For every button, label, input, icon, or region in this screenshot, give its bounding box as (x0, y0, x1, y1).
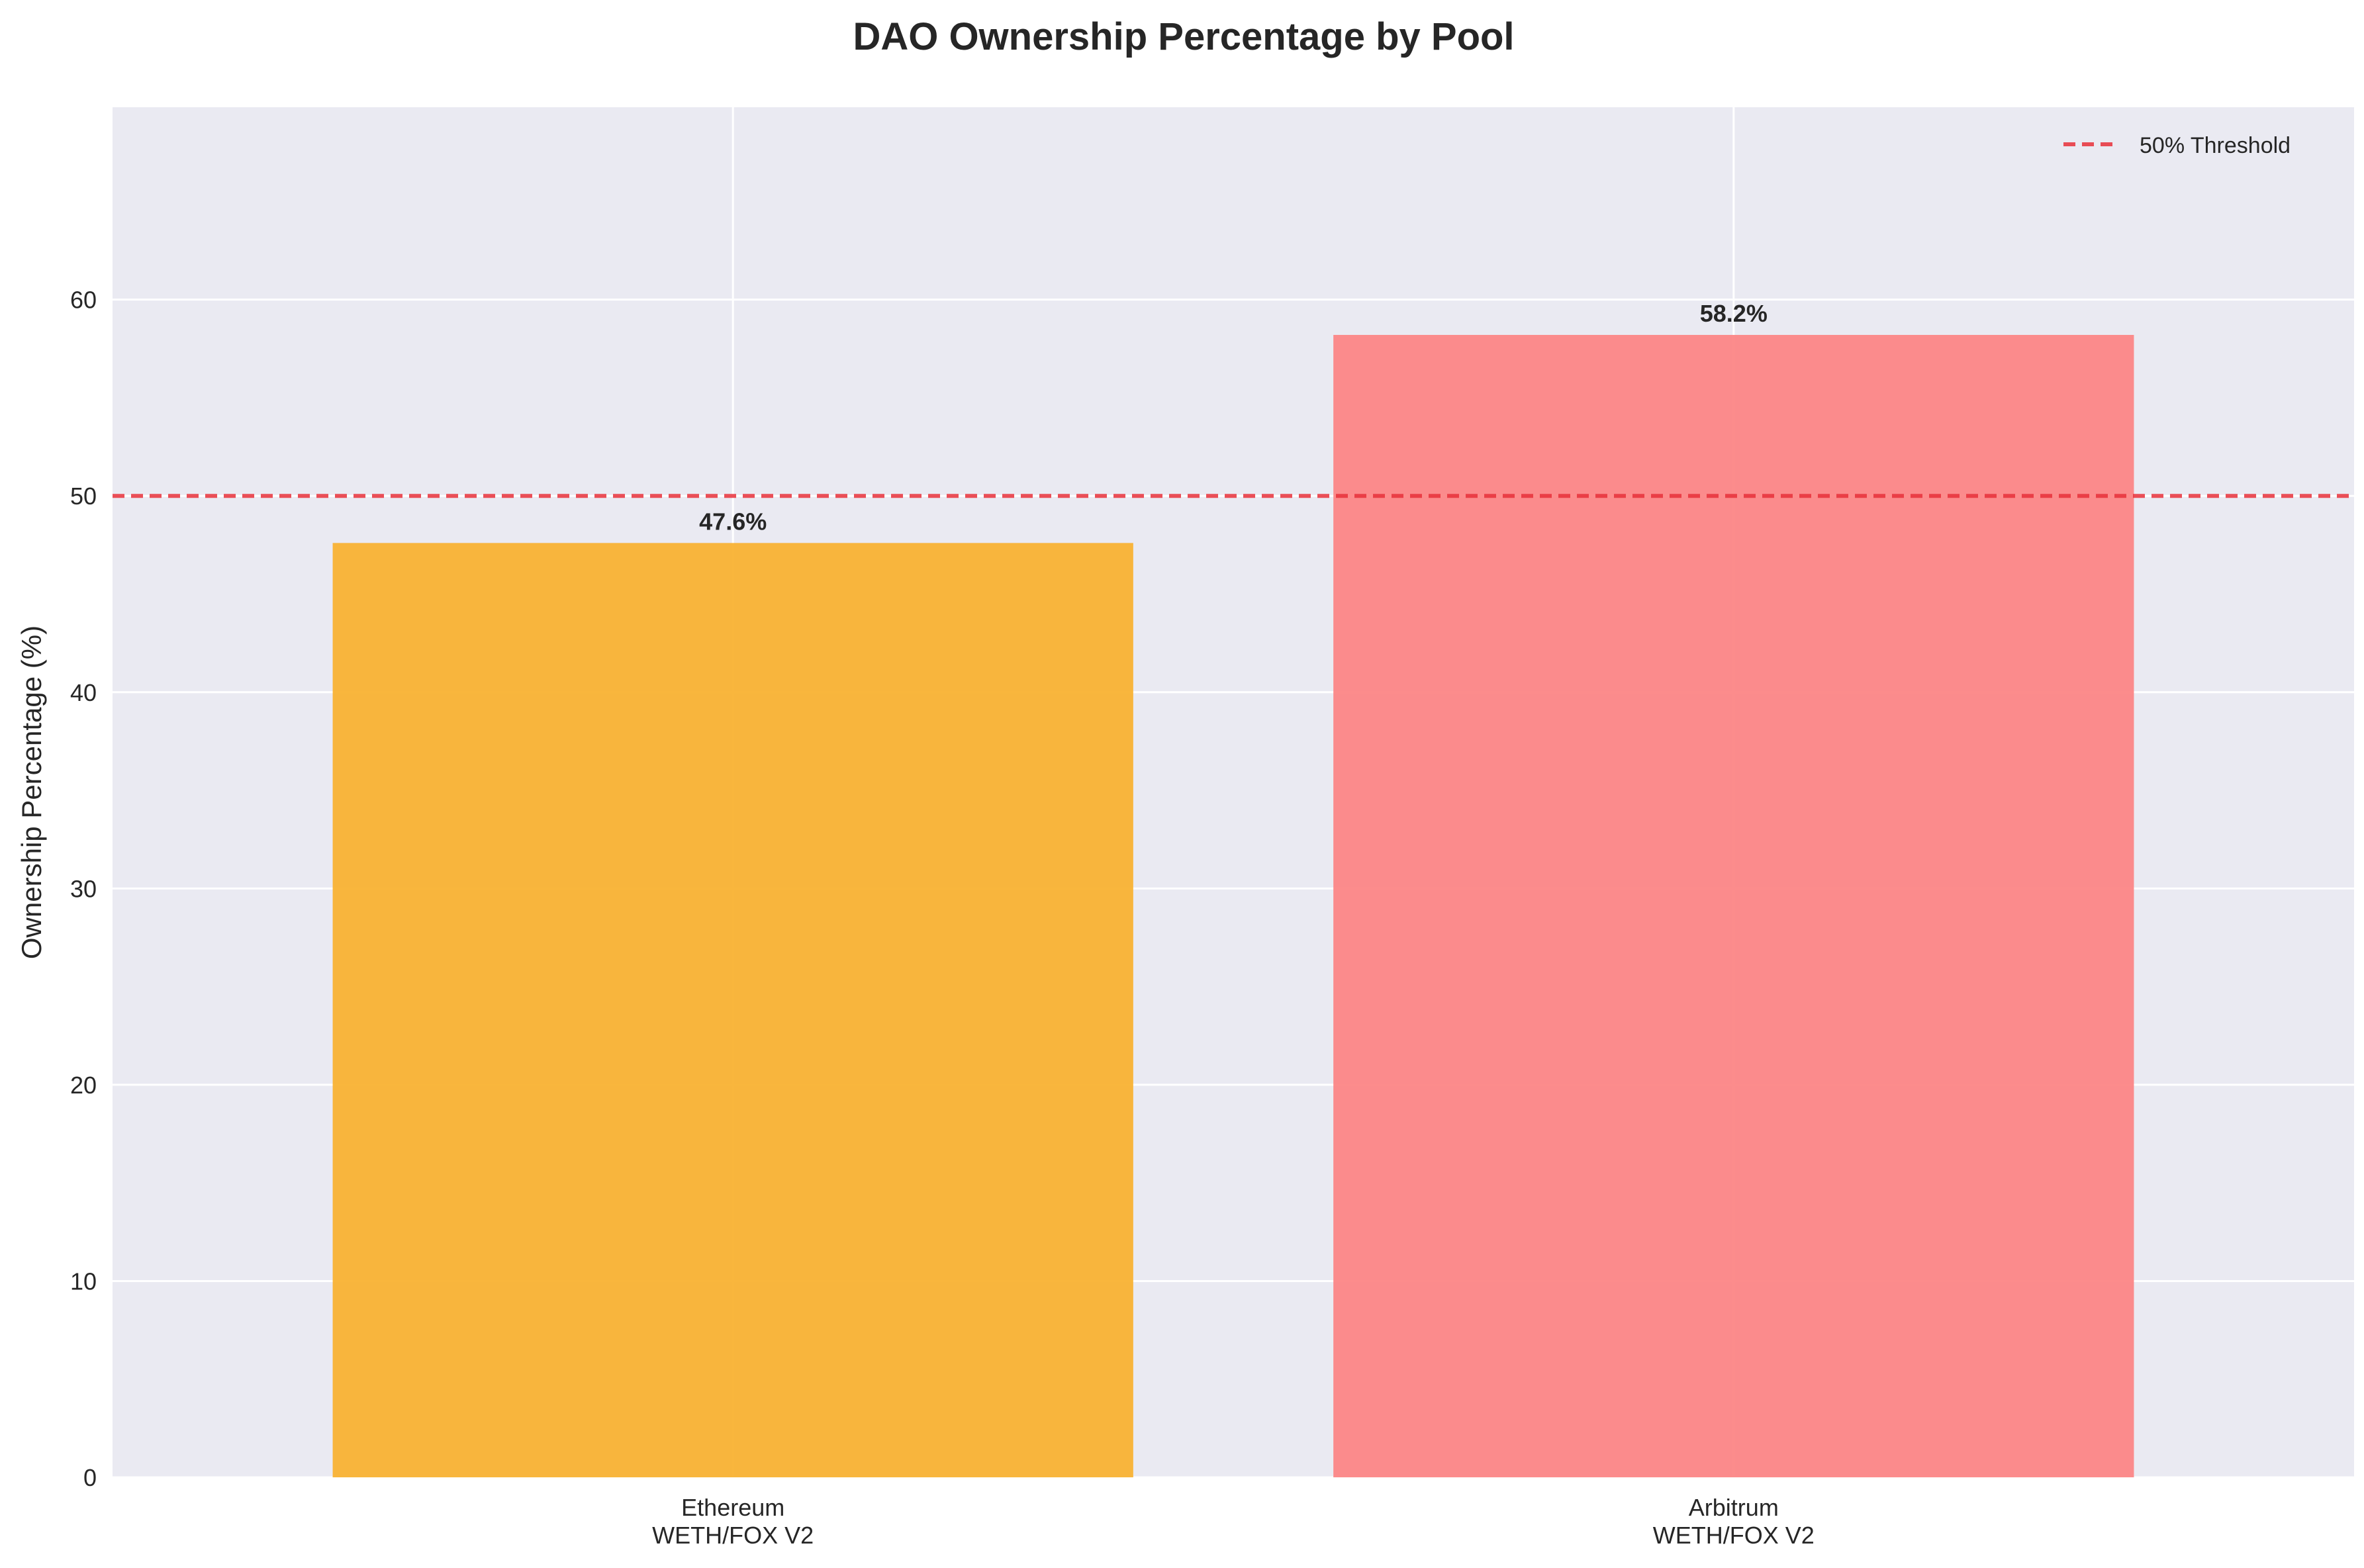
y-tick-label: 0 (83, 1464, 97, 1491)
y-tick-label: 10 (70, 1268, 97, 1295)
y-tick-label: 50 (70, 483, 97, 510)
y-ticks: 0 10 20 30 40 50 60 (70, 287, 97, 1491)
y-tick-label: 20 (70, 1072, 97, 1099)
bars (332, 335, 2134, 1478)
bar-value-label: 47.6% (699, 508, 767, 535)
x-tick-label: Arbitrum (1689, 1494, 1779, 1521)
bar-value-label: 58.2% (1700, 300, 1768, 327)
x-tick-label: WETH/FOX V2 (652, 1522, 814, 1549)
y-tick-label: 60 (70, 287, 97, 314)
legend-threshold-label: 50% Threshold (2140, 133, 2291, 158)
x-tick-label: WETH/FOX V2 (1653, 1522, 1815, 1549)
y-axis-label: Ownership Percentage (%) (16, 625, 47, 959)
x-tick-label: Ethereum (681, 1494, 784, 1521)
y-tick-label: 30 (70, 875, 97, 902)
chart-title: DAO Ownership Percentage by Pool (853, 15, 1514, 58)
y-tick-label: 40 (70, 679, 97, 706)
legend: 50% Threshold (2063, 133, 2291, 158)
data-labels: 47.6% 58.2% (699, 300, 1768, 535)
bar (1333, 335, 2134, 1477)
bar (332, 543, 1133, 1478)
